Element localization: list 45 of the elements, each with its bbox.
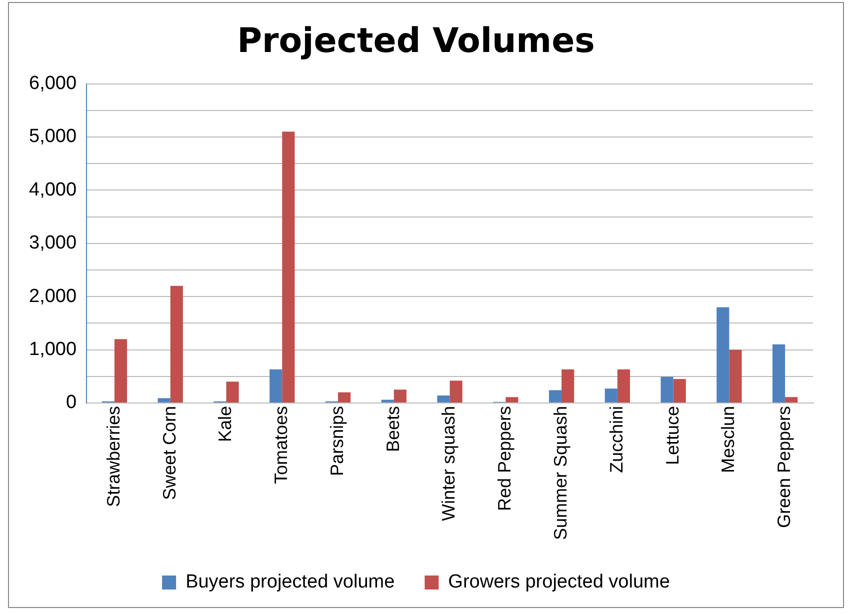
x-tick-label: Sweet Corn <box>159 406 180 500</box>
y-tick-label: 3,000 <box>29 232 77 254</box>
y-tick-label: 2,000 <box>29 286 77 307</box>
x-tick-label: Tomatoes <box>271 406 292 484</box>
y-tick-label: 4,000 <box>29 179 77 200</box>
bar <box>450 380 462 402</box>
bar <box>282 132 295 402</box>
bar <box>604 388 618 402</box>
bar <box>548 390 562 402</box>
x-tick-label: Kale <box>215 406 236 442</box>
bar <box>729 350 742 402</box>
y-tick-label: 6,000 <box>29 73 77 94</box>
bar <box>506 397 518 402</box>
x-tick-label: Red Peppers <box>494 406 515 512</box>
x-tick-label: Strawberries <box>103 406 124 507</box>
bar <box>673 379 686 402</box>
bar <box>437 395 450 402</box>
chart-title: Projected Volumes <box>237 21 595 62</box>
bar <box>716 307 730 402</box>
bar <box>660 376 674 402</box>
x-tick-label: Summer Squash <box>550 406 571 540</box>
bar <box>158 398 170 402</box>
x-tick-label: Zucchini <box>606 406 626 473</box>
x-tick-label: Parsnips <box>326 406 347 476</box>
bar <box>270 369 282 402</box>
bar <box>617 369 630 402</box>
x-tick-label: Green Peppers <box>774 406 794 528</box>
legend-label: Growers projected volume <box>448 572 670 593</box>
x-tick-label: Winter squash <box>438 406 459 522</box>
x-tick-label: Lettuce <box>662 406 682 465</box>
x-tick-label: Mesclun <box>718 406 738 473</box>
bar <box>170 286 183 402</box>
bar <box>226 382 239 402</box>
legend-label: Buyers projected volume <box>186 572 395 593</box>
x-tick-label: Beets <box>382 406 403 452</box>
bar <box>338 392 351 402</box>
bar <box>785 397 798 402</box>
y-tick-label: 5,000 <box>29 126 77 148</box>
bar <box>394 390 406 402</box>
bar <box>114 339 128 402</box>
bar <box>562 369 574 402</box>
bar <box>772 344 786 402</box>
bar <box>381 400 394 402</box>
y-tick-label: 1,000 <box>29 338 77 360</box>
y-tick-label: 0 <box>66 392 77 414</box>
